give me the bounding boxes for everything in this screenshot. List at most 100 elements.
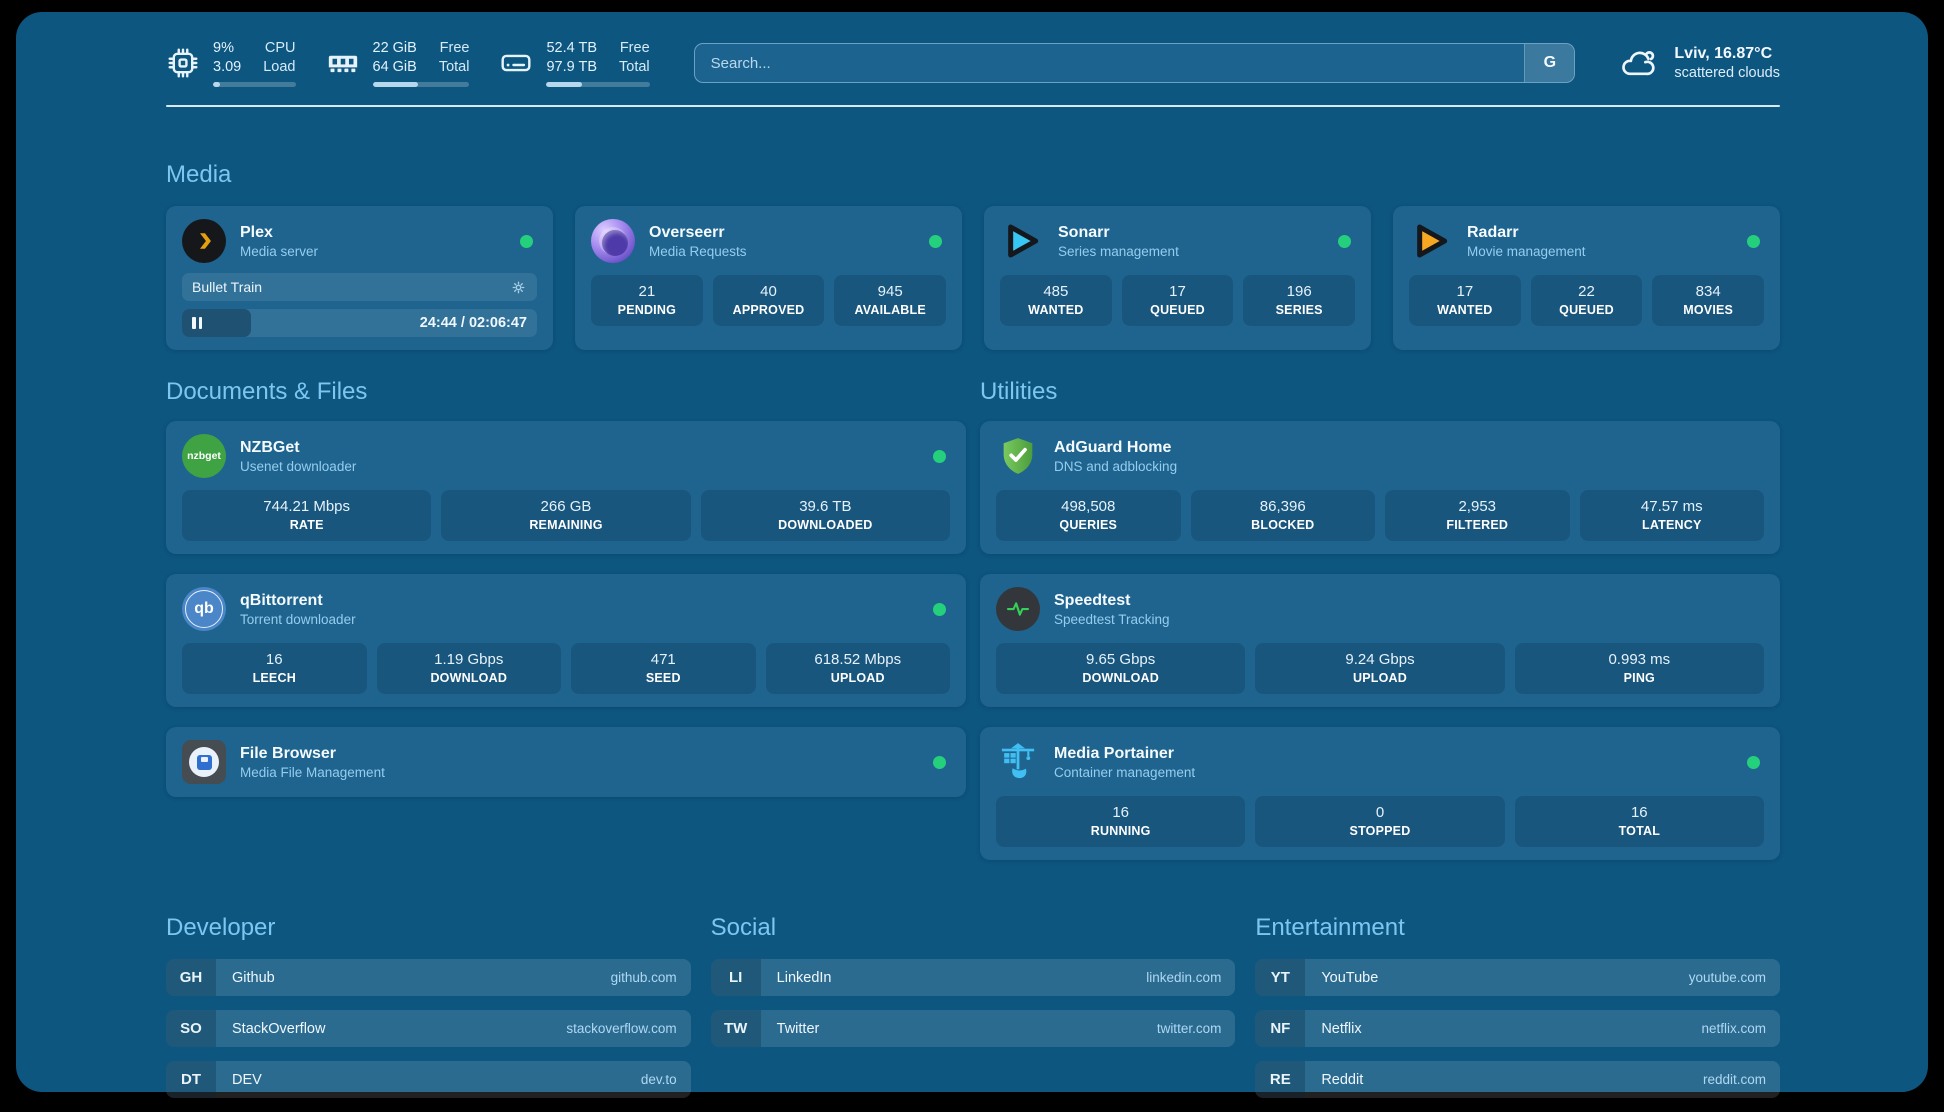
stat-value: 9.65 Gbps: [1086, 651, 1156, 668]
stat-available: 945 AVAILABLE: [834, 275, 947, 326]
bookmark-netflix[interactable]: NF Netflix netflix.com: [1255, 1010, 1780, 1047]
app-card-filebrowser[interactable]: File Browser Media File Management: [166, 727, 966, 797]
cpu-label: CPU: [264, 39, 296, 56]
app-subtitle: Media File Management: [240, 764, 385, 780]
stat-latency: 47.57 ms LATENCY: [1579, 490, 1764, 541]
stat-value: 16: [1112, 804, 1129, 821]
app-title: Speedtest: [1054, 591, 1131, 609]
disk-progress-bar: [546, 82, 650, 88]
stat-stopped: 0 STOPPED: [1255, 796, 1505, 847]
stat-label: UPLOAD: [830, 671, 885, 685]
search-bar: G: [693, 43, 1576, 83]
playback-progress: [182, 309, 252, 337]
app-card-plex[interactable]: Plex Media server Bullet Train: [166, 206, 553, 350]
bookmark-reddit[interactable]: RE Reddit reddit.com: [1255, 1061, 1780, 1098]
session-settings-icon[interactable]: [510, 279, 527, 296]
app-card-sonarr[interactable]: Sonarr Series management 485 WANTED 17 Q…: [984, 206, 1371, 350]
app-title: Plex: [240, 223, 273, 241]
bookmark-youtube[interactable]: YT YouTube youtube.com: [1255, 959, 1780, 996]
stat-blocked: 86,396 BLOCKED: [1190, 490, 1375, 541]
stat-value: 196: [1286, 283, 1312, 300]
bookmark-stackoverflow[interactable]: SO StackOverflow stackoverflow.com: [166, 1010, 691, 1047]
stat-value: 86,396: [1259, 498, 1306, 515]
app-subtitle: Movie management: [1467, 243, 1586, 259]
stat-remaining: 266 GB REMAINING: [441, 490, 691, 541]
stat-upload: 9.24 Gbps UPLOAD: [1255, 643, 1505, 694]
cpu-load-label: Load: [263, 58, 296, 75]
stat-running: 16 RUNNING: [996, 796, 1246, 847]
now-playing-title: Bullet Train: [192, 279, 263, 295]
pause-icon[interactable]: [192, 317, 202, 329]
bookmark-linkedin[interactable]: LI LinkedIn linkedin.com: [710, 959, 1236, 996]
stat-value: 744.21 Mbps: [263, 498, 351, 515]
app-subtitle: DNS and adblocking: [1054, 458, 1178, 474]
bookmark-github[interactable]: GH Github github.com: [166, 959, 691, 996]
filebrowser-icon: [182, 740, 226, 784]
stat-value: 22: [1578, 283, 1595, 300]
search-engine-button[interactable]: G: [1524, 44, 1575, 82]
stat-value: 266 GB: [540, 498, 592, 515]
adguard-icon: [996, 434, 1040, 478]
app-card-adguard[interactable]: AdGuard Home DNS and adblocking 498,508 …: [980, 421, 1780, 554]
app-subtitle: Speedtest Tracking: [1054, 611, 1170, 627]
stat-value: 16: [265, 651, 283, 668]
memory-free-value: 22 GiB: [372, 39, 417, 56]
bookmark-abbr: YT: [1255, 959, 1306, 996]
app-card-portainer[interactable]: Media Portainer Container management 16 …: [980, 727, 1780, 860]
stat-wanted: 485 WANTED: [1000, 275, 1112, 326]
app-card-qbittorrent[interactable]: qb qBittorrent Torrent downloader 16 LEE…: [166, 574, 966, 707]
app-subtitle: Usenet downloader: [240, 458, 357, 474]
stat-leech: 16 LEECH: [182, 643, 367, 694]
search-input[interactable]: [694, 44, 1525, 82]
radarr-icon: [1409, 219, 1453, 263]
stat-queued: 22 QUEUED: [1530, 275, 1643, 326]
stat-queries: 498,508 QUERIES: [996, 490, 1181, 541]
memory-stat-widget: 22 GiB 64 GiB Free Total: [326, 39, 470, 88]
app-card-overseerr[interactable]: Overseerr Media Requests 21 PENDING 40 A…: [575, 206, 962, 350]
stat-value: 2,953: [1458, 498, 1497, 515]
bookmark-abbr: TW: [710, 1010, 761, 1047]
section-title-utilities: Utilities: [980, 378, 1058, 405]
weather-condition: scattered clouds: [1674, 65, 1780, 81]
stat-label: DOWNLOAD: [430, 671, 508, 685]
app-card-speedtest[interactable]: Speedtest Speedtest Tracking 9.65 Gbps D…: [980, 574, 1780, 707]
status-online-dot: [520, 234, 533, 248]
stat-value: 485: [1043, 283, 1069, 300]
bookmark-dev[interactable]: DT DEV dev.to: [166, 1061, 691, 1098]
stat-label: DOWNLOADED: [778, 518, 873, 532]
stat-label: LATENCY: [1642, 518, 1702, 532]
stat-value: 498,508: [1061, 498, 1116, 515]
bookmark-twitter[interactable]: TW Twitter twitter.com: [710, 1010, 1236, 1047]
stat-series: 196 SERIES: [1243, 275, 1356, 326]
memory-progress-fill: [372, 82, 419, 88]
section-title-entertainment: Entertainment: [1255, 914, 1405, 941]
bookmark-url: github.com: [610, 970, 677, 985]
qbittorrent-icon: qb: [182, 587, 226, 631]
section-title-media: Media: [166, 161, 232, 188]
stat-label: REMAINING: [529, 518, 603, 532]
section-entertainment: Entertainment YT YouTube youtube.com NF …: [1255, 914, 1780, 1112]
bookmark-name: Github: [232, 969, 275, 986]
disk-total-label: Total: [619, 58, 650, 75]
stat-label: AVAILABLE: [854, 303, 926, 317]
cpu-stat-widget: 9% 3.09 CPU Load: [166, 39, 296, 88]
stat-value: 39.6 TB: [799, 498, 852, 515]
app-card-nzbget[interactable]: nzbget NZBGet Usenet downloader 744.21 M…: [166, 421, 966, 554]
bookmark-abbr: DT: [166, 1061, 216, 1098]
bookmark-name: Netflix: [1321, 1020, 1362, 1037]
disk-free-value: 52.4 TB: [546, 39, 598, 56]
stat-value: 40: [760, 283, 777, 300]
stat-label: SEED: [645, 671, 681, 685]
stat-value: 0: [1375, 804, 1385, 821]
cpu-load-value: 3.09: [213, 58, 242, 75]
stat-label: LEECH: [252, 671, 296, 685]
stat-total: 16 TOTAL: [1514, 796, 1764, 847]
stat-movies: 834 MOVIES: [1652, 275, 1765, 326]
top-bar: 9% 3.09 CPU Load: [166, 34, 1780, 92]
stat-label: WANTED: [1028, 303, 1084, 317]
stat-value: 1.19 Gbps: [434, 651, 504, 668]
app-card-radarr[interactable]: Radarr Movie management 17 WANTED 22 QUE…: [1393, 206, 1780, 350]
stat-seed: 471 SEED: [571, 643, 756, 694]
stat-value: 471: [650, 651, 676, 668]
bookmark-abbr: GH: [166, 959, 216, 996]
